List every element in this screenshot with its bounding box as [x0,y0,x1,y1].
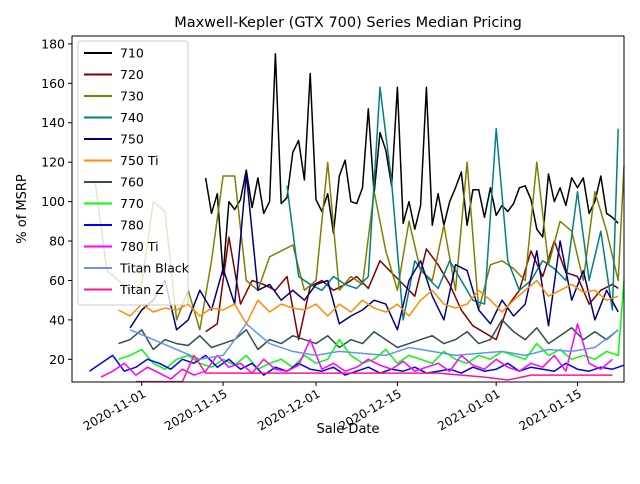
y-tick-label: 180 [41,36,65,51]
legend-label: 780 Ti [120,239,159,254]
series-line-titan-z [135,354,613,383]
legend-label: Titan Black [119,261,190,276]
legend-label: Titan Z [119,282,164,297]
y-tick-label: 140 [41,115,65,130]
series-line-740 [286,86,619,321]
y-tick-label: 60 [49,273,65,288]
series-line-titan-black [129,323,619,361]
plot-frame [71,35,625,383]
series-line-760 [118,319,619,351]
y-axis-label: % of MSRP [15,174,30,244]
y-tick-label: 40 [49,312,65,327]
legend-box [77,40,189,306]
legend-label: 740 [120,110,144,125]
legend-label: 710 [120,46,144,61]
legend-label: 750 [120,132,144,147]
legend-label: 750 Ti [120,153,159,168]
chart-title: Maxwell-Kepler (GTX 700) Series Median P… [174,15,522,31]
y-tick-label: 160 [41,76,65,91]
series-line-770 [118,280,625,370]
y-tick-label: 120 [41,155,65,170]
series-line-750 [129,173,619,331]
x-axis-label: Sale Date [316,422,379,437]
series-line-750-ti [118,279,619,325]
y-tick-label: 80 [49,234,65,249]
legend-label: 760 [120,175,144,190]
series-line-780 [88,354,625,376]
legend-label: 730 [120,89,144,104]
y-tick-label: 20 [49,352,65,367]
y-axis: 20 40 60 80 100 120 140 160 180 [41,36,72,367]
series-line-710 [204,52,619,276]
legend: 710 720 730 740 750 750 Ti 760 770 780 780 Ti Tita… [77,40,190,306]
legend-label: 720 [120,67,144,82]
legend-label: 770 [120,196,144,211]
legend-label: 780 [120,218,144,233]
y-tick-label: 100 [41,194,65,209]
